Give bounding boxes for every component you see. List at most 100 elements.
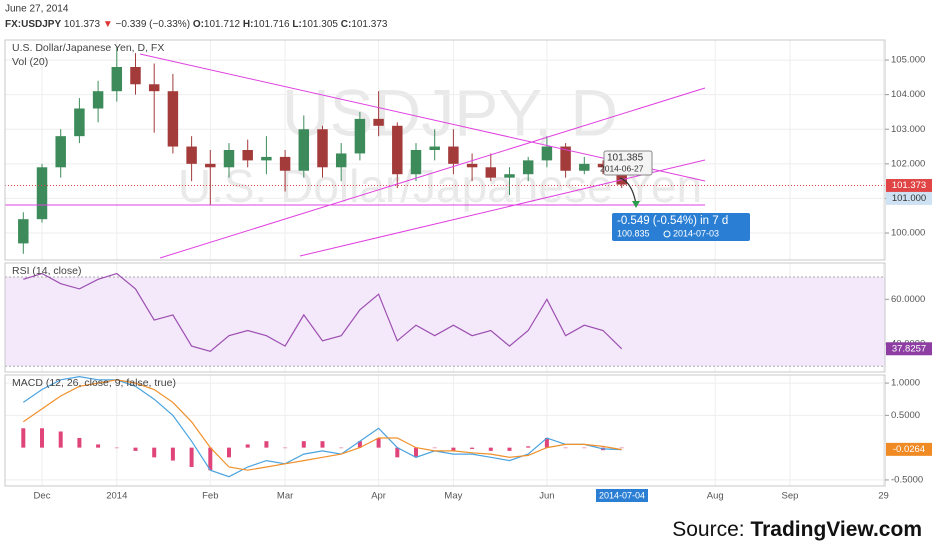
last: 101.373 — [64, 19, 101, 30]
x-tick-label: Jun — [539, 491, 554, 502]
histogram-bar — [488, 447, 493, 451]
indicator-line — [22, 379, 622, 471]
x-tick-label: May — [444, 491, 462, 502]
projection-change: -0.549 (-0.54%) in 7 d — [617, 215, 728, 227]
candle-body — [36, 167, 48, 220]
histogram-bar — [21, 428, 26, 448]
candle-body — [111, 66, 123, 92]
low: 101.305 — [302, 19, 339, 30]
plot-area — [5, 40, 885, 486]
pane-title: MACD (12, 26, close, 9, false, true) — [12, 377, 176, 389]
candle-body — [597, 163, 609, 168]
histogram-bar — [320, 441, 325, 448]
y-tick-label: 100.000 — [891, 228, 925, 239]
price-label: 37.8257 — [892, 343, 926, 354]
candle-body — [167, 91, 179, 147]
candle-body — [392, 125, 403, 175]
histogram-bar — [40, 428, 44, 448]
price-label: -0.0264 — [893, 444, 925, 455]
tooltip-box — [603, 150, 653, 176]
candle-body — [317, 129, 328, 168]
quote-header: FX:USDJPY 101.373 ▼ −0.339 (−0.33%) O:10… — [5, 19, 388, 30]
y-tick-label: 0.5000 — [891, 410, 920, 421]
close: 101.373 — [351, 19, 388, 30]
cursor-date: 2014-07-04 — [599, 490, 645, 500]
trendline — [159, 87, 706, 259]
projection-date: 2014-07-03 — [673, 228, 719, 238]
x-tick-label: Mar — [277, 491, 293, 502]
pane-border — [4, 262, 886, 373]
cursor-date-box — [596, 489, 648, 502]
direction: ▼ — [103, 19, 113, 30]
candle-body — [410, 150, 422, 175]
candle-body — [223, 150, 235, 168]
y-tick-label: 103.000 — [891, 124, 925, 135]
histogram-bar — [264, 441, 269, 448]
candle-body — [55, 136, 66, 168]
histogram-bar — [526, 446, 531, 448]
histogram-bar — [582, 447, 587, 449]
price-label-box — [886, 179, 932, 193]
candle-body — [616, 167, 627, 185]
candle-body — [485, 167, 497, 178]
y-tick-label: 1.0000 — [891, 378, 920, 389]
symbol: FX:USDJPY — [5, 19, 61, 30]
x-tick-label: Dec — [34, 491, 51, 502]
histogram-bar — [376, 437, 381, 448]
y-tick-label: 60.0000 — [891, 294, 925, 305]
histogram-bar — [563, 447, 568, 449]
open-label: O: — [193, 19, 204, 30]
source-prefix: Source: — [672, 518, 744, 541]
candle-body — [186, 146, 197, 164]
histogram-bar — [470, 447, 475, 449]
histogram-bar — [245, 444, 250, 448]
y-tick-label: 102.000 — [891, 158, 925, 169]
histogram-bar — [301, 441, 306, 448]
candle-body — [373, 118, 384, 126]
price-label: 101.373 — [892, 180, 926, 191]
candle-body — [522, 160, 534, 175]
tooltip-date: 2014-06-27 — [600, 163, 644, 173]
tooltip-price: 101.385 — [607, 153, 644, 164]
candle-body — [504, 174, 515, 178]
x-tick-label: Apr — [371, 491, 386, 502]
projection-price: 100.835 — [617, 228, 650, 238]
band-fill — [5, 277, 885, 367]
candle-body — [354, 118, 366, 154]
price-label-box — [886, 342, 932, 356]
histogram-bar — [114, 447, 119, 449]
candle-body — [205, 163, 216, 168]
histogram-bar — [77, 437, 82, 448]
price-label-box — [886, 442, 932, 456]
close-label: C: — [341, 19, 352, 30]
histogram-bar — [432, 447, 437, 449]
high: 101.716 — [253, 19, 290, 30]
candle-body — [541, 146, 553, 161]
histogram-bar — [189, 447, 194, 468]
projection-box — [612, 213, 750, 241]
candle-body — [130, 66, 141, 85]
histogram-bar — [414, 447, 418, 458]
histogram-bar — [544, 437, 549, 448]
pane-title: U.S. Dollar/Japanese Yen, D, FX — [12, 42, 164, 54]
histogram-bar — [395, 447, 400, 458]
pane-title: RSI (14, close) — [12, 265, 81, 277]
candle-body — [279, 156, 291, 171]
histogram-bar — [152, 447, 157, 458]
y-tick-label: -0.5000 — [891, 474, 923, 485]
high-label: H: — [243, 19, 254, 30]
open: 101.712 — [204, 19, 241, 30]
projection-arrow — [619, 177, 637, 205]
y-tick-label: 105.000 — [891, 55, 925, 66]
histogram-bar — [133, 447, 138, 451]
trendline — [299, 159, 706, 257]
candle-body — [18, 219, 29, 244]
histogram-bar — [208, 447, 213, 471]
x-tick-label: 2014 — [106, 491, 127, 502]
candle-body — [429, 146, 440, 150]
candle-body — [242, 150, 253, 161]
source-site: TradingView.com — [750, 518, 922, 541]
histogram-bar — [170, 447, 175, 461]
